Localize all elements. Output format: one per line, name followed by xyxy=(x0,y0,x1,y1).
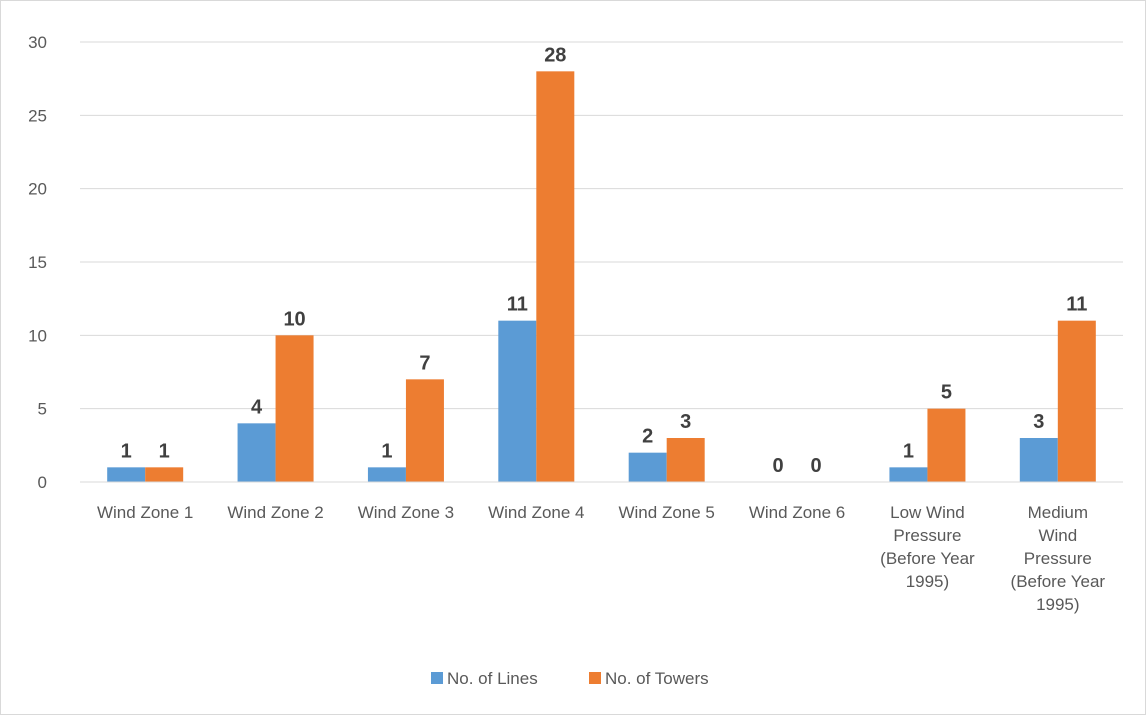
bar-lines xyxy=(889,467,928,482)
y-tick-label: 10 xyxy=(28,326,47,345)
bar-lines xyxy=(237,423,276,482)
x-tick-label: Wind Zone 1 xyxy=(97,503,193,522)
bars xyxy=(107,71,1096,482)
data-label: 0 xyxy=(773,455,784,477)
x-tick-label: Wind Zone 3 xyxy=(358,503,454,522)
bar-towers xyxy=(405,379,444,482)
x-tick-label: Wind Zone 2 xyxy=(227,503,323,522)
data-label: 28 xyxy=(544,44,566,66)
gridlines xyxy=(80,41,1123,410)
y-tick-label: 30 xyxy=(28,33,47,52)
y-tick-label: 20 xyxy=(28,180,47,199)
bar-towers xyxy=(666,438,705,482)
y-axis-tick-labels: 0 5 10 15 20 25 30 xyxy=(28,33,47,492)
data-label: 3 xyxy=(1033,411,1044,433)
data-label: 2 xyxy=(642,426,653,448)
legend-swatch xyxy=(589,672,601,684)
data-label: 1 xyxy=(903,440,914,462)
data-label: 7 xyxy=(419,352,430,374)
bar-lines xyxy=(498,320,537,482)
legend-label: No. of Lines xyxy=(447,669,538,688)
x-axis: Wind Zone 1 Wind Zone 2 Wind Zone 3 Wind Zo… xyxy=(80,481,1123,614)
y-tick-label: 0 xyxy=(38,473,47,492)
data-label: 1 xyxy=(121,440,132,462)
bar-towers xyxy=(927,408,966,482)
bar-lines xyxy=(367,467,406,482)
data-label: 11 xyxy=(507,294,528,316)
y-tick-label: 5 xyxy=(38,400,47,419)
data-label: 1 xyxy=(159,440,170,462)
bar-lines xyxy=(1019,438,1058,482)
legend-label: No. of Towers xyxy=(605,669,709,688)
x-tick-label: Wind Zone 4 xyxy=(488,503,584,522)
bar-lines xyxy=(628,452,667,482)
x-tick-label: Wind Zone 5 xyxy=(618,503,714,522)
data-label: 11 xyxy=(1066,294,1087,316)
data-label: 1 xyxy=(381,440,392,462)
x-tick-label: Wind Zone 6 xyxy=(749,503,845,522)
data-label: 0 xyxy=(811,455,822,477)
y-tick-label: 15 xyxy=(28,253,47,272)
legend: No. of Lines No. of Towers xyxy=(431,669,709,688)
bar-towers xyxy=(1057,320,1096,482)
x-tick-label: Low Wind Pressure (Before Year 1995) xyxy=(880,503,975,591)
data-label: 5 xyxy=(941,382,952,404)
legend-swatch xyxy=(431,672,443,684)
data-label: 3 xyxy=(680,411,691,433)
bar-towers xyxy=(145,467,184,482)
x-tick-label: Medium Wind Pressure (Before Year 1995) xyxy=(1011,503,1106,614)
y-tick-label: 25 xyxy=(28,106,47,125)
data-label: 4 xyxy=(251,396,263,418)
data-label: 10 xyxy=(283,308,305,330)
bar-towers xyxy=(275,335,314,482)
bar-towers xyxy=(536,71,575,482)
bar-lines xyxy=(107,467,146,482)
